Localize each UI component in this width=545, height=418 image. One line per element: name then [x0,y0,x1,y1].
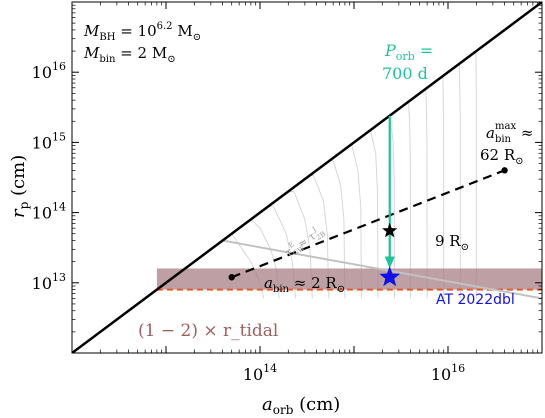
point-markers [228,167,508,287]
plot-frame [71,1,543,354]
x-axis-label: aorb (cm) [262,394,340,417]
gw-curve-12 [458,64,461,299]
y-tick-label: 1014 [32,201,66,223]
tidal-band [156,268,542,290]
at2022dbl-label: AT 2022dbl [436,292,515,308]
y-tick-label: 1016 [32,60,66,82]
param-mbh: MBH = 106.2 M⊙ [83,21,201,43]
point-marker-3 [379,266,401,287]
gw-line [222,239,542,300]
abin-max-value: 62 R⊙ [480,146,524,167]
abin-max-label: abinmax ≈ [486,121,533,145]
porb-label: Porb = [384,41,433,63]
axis-ticks: 1014 1016 1013 1014 1015 1016 [32,1,543,384]
point-marker-0 [228,274,235,281]
x-tick-label: 1014 [243,362,277,384]
gw-curve-8 [389,116,395,299]
nine-rsun-label: 9 R⊙ [435,232,469,253]
gw-curve-10 [425,89,428,299]
porb-arrow-head [384,256,395,269]
gw-curve-7 [370,130,379,299]
gw-curve-9 [408,102,412,299]
x-tick-label: 1016 [431,362,465,384]
tidal-label: (1 − 2) × r_tidal [138,321,278,341]
diagonal-line [72,2,542,353]
y-tick-label: 1015 [32,130,66,152]
porb-value: 700 d [382,64,428,83]
abin-min-label: abin ≈ 2 R⊙ [264,274,345,295]
gw-curve-5 [329,160,346,299]
point-marker-2 [501,167,508,174]
gw-curve-11 [442,76,445,299]
binary-line [231,169,505,279]
param-mbin: Mbin = 2 M⊙ [83,44,176,65]
gw-curve-4 [308,174,330,299]
y-tick-label: 1013 [32,271,66,293]
point-marker-1 [382,222,398,238]
y-axis-label: rp (cm) [8,155,31,218]
gw-curve-3 [288,191,313,299]
